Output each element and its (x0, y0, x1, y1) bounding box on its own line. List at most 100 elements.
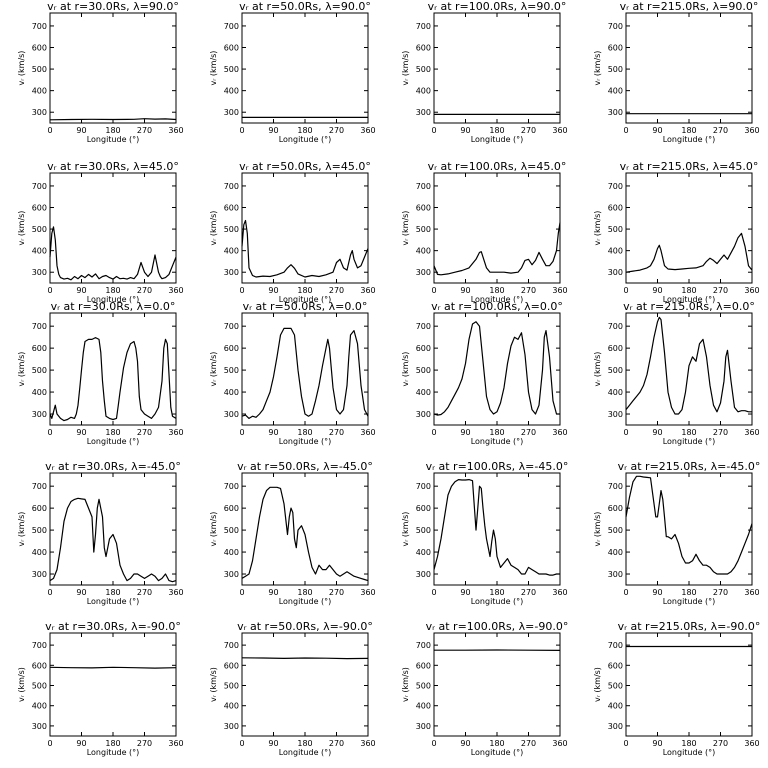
x-tick-label: 90 (76, 739, 86, 748)
x-tick-label: 270 (521, 588, 536, 597)
x-tick-label: 90 (268, 588, 278, 597)
x-tick-label: 90 (268, 126, 278, 135)
y-axis-label: vᵣ (km/s) (593, 51, 602, 86)
y-tick-label: 600 (224, 344, 239, 353)
x-tick-label: 180 (105, 428, 120, 437)
x-tick-label: 0 (239, 286, 244, 295)
x-tick-label: 90 (76, 588, 86, 597)
x-axis-label: Longitude (°) (471, 748, 524, 757)
x-tick-label: 360 (744, 588, 759, 597)
x-tick-label: 360 (552, 428, 567, 437)
y-tick-label: 400 (416, 702, 431, 711)
x-tick-label: 90 (652, 739, 662, 748)
x-tick-label: 90 (460, 588, 470, 597)
x-tick-label: 180 (297, 428, 312, 437)
x-tick-label: 180 (681, 428, 696, 437)
series-line (241, 219, 369, 278)
y-tick-label: 300 (416, 410, 431, 419)
y-tick-label: 300 (416, 268, 431, 277)
chart-title: vᵣ at r=30.0Rs, λ=0.0° (51, 300, 176, 313)
plot-frame (433, 172, 561, 284)
x-tick-label: 0 (623, 126, 628, 135)
x-axis-label: Longitude (°) (663, 748, 716, 757)
x-tick-label: 0 (239, 428, 244, 437)
y-axis-label: vᵣ (km/s) (401, 512, 410, 547)
x-tick-label: 0 (431, 126, 436, 135)
y-tick-label: 300 (224, 570, 239, 579)
x-tick-label: 360 (552, 588, 567, 597)
series-line (625, 232, 753, 273)
x-tick-label: 0 (431, 739, 436, 748)
y-tick-label: 700 (32, 482, 47, 491)
chart-title: vᵣ at r=100.0Rs, λ=-90.0° (426, 620, 569, 633)
y-tick-label: 400 (416, 548, 431, 557)
y-tick-label: 600 (32, 504, 47, 513)
x-axis-label: Longitude (°) (471, 597, 524, 606)
y-tick-label: 300 (608, 268, 623, 277)
y-tick-label: 600 (608, 204, 623, 213)
x-tick-label: 90 (268, 428, 278, 437)
x-tick-label: 0 (47, 428, 52, 437)
y-tick-label: 700 (416, 641, 431, 650)
chart-title: vᵣ at r=100.0Rs, λ=-45.0° (426, 460, 569, 473)
y-tick-label: 500 (608, 682, 623, 691)
x-tick-label: 180 (105, 286, 120, 295)
x-axis-label: Longitude (°) (279, 748, 332, 757)
y-tick-label: 400 (32, 548, 47, 557)
chart-title: vᵣ at r=100.0Rs, λ=0.0° (431, 300, 563, 313)
y-tick-label: 700 (416, 322, 431, 331)
y-tick-label: 400 (224, 247, 239, 256)
y-tick-label: 700 (608, 182, 623, 191)
x-tick-label: 180 (489, 126, 504, 135)
y-axis-label: vᵣ (km/s) (209, 352, 218, 387)
chart-panel: vᵣ at r=100.0Rs, λ=-45.0° 300 400 500 600 700… (401, 460, 568, 606)
chart-panel: vᵣ at r=50.0Rs, λ=-90.0° 300 400 500 600 700 0… (209, 620, 376, 757)
y-tick-label: 500 (608, 65, 623, 74)
y-tick-label: 600 (416, 344, 431, 353)
chart-panel: vᵣ at r=100.0Rs, λ=-90.0° 300 400 500 600 700… (401, 620, 568, 757)
chart-title: vᵣ at r=30.0Rs, λ=90.0° (47, 0, 179, 13)
y-tick-label: 500 (416, 682, 431, 691)
y-tick-label: 500 (32, 366, 47, 375)
series-line (49, 118, 177, 121)
series-line (625, 316, 752, 415)
y-tick-label: 700 (608, 322, 623, 331)
chart-panel: vᵣ at r=50.0Rs, λ=0.0° 300 400 500 600 700 0 90… (209, 300, 376, 446)
chart-panel: vᵣ at r=100.0Rs, λ=45.0° 300 400 500 600 700 0… (401, 160, 568, 304)
x-tick-label: 90 (652, 286, 662, 295)
y-tick-label: 500 (32, 65, 47, 74)
x-tick-label: 270 (137, 126, 152, 135)
x-tick-label: 180 (297, 588, 312, 597)
chart-title: vᵣ at r=50.0Rs, λ=-90.0° (237, 620, 373, 633)
plot-frame (625, 632, 753, 737)
x-tick-label: 0 (47, 286, 52, 295)
x-axis-label: Longitude (°) (87, 748, 140, 757)
x-tick-label: 270 (713, 286, 728, 295)
x-tick-label: 180 (681, 126, 696, 135)
y-tick-label: 700 (32, 22, 47, 31)
x-tick-label: 270 (713, 588, 728, 597)
x-axis-label: Longitude (°) (471, 437, 524, 446)
y-axis-label: vᵣ (km/s) (209, 667, 218, 702)
y-tick-label: 300 (416, 722, 431, 731)
y-tick-label: 700 (224, 182, 239, 191)
y-tick-label: 400 (224, 388, 239, 397)
plot-frame (49, 12, 177, 124)
chart-panel: vᵣ at r=100.0Rs, λ=90.0° 300 400 500 600 700 0… (401, 0, 568, 144)
y-tick-label: 300 (224, 410, 239, 419)
x-tick-label: 360 (744, 428, 759, 437)
y-tick-label: 700 (224, 22, 239, 31)
y-tick-label: 600 (32, 344, 47, 353)
x-tick-label: 270 (521, 739, 536, 748)
x-tick-label: 360 (168, 428, 183, 437)
x-axis-label: Longitude (°) (279, 597, 332, 606)
x-tick-label: 180 (105, 588, 120, 597)
x-axis-label: Longitude (°) (87, 597, 140, 606)
y-tick-label: 600 (224, 661, 239, 670)
plot-frame (49, 312, 177, 426)
x-tick-label: 360 (360, 126, 375, 135)
chart-panel: vᵣ at r=215.0Rs, λ=45.0° 300 400 500 600 700 0… (593, 160, 760, 304)
y-tick-label: 300 (416, 570, 431, 579)
x-tick-label: 0 (239, 588, 244, 597)
x-tick-label: 180 (489, 739, 504, 748)
